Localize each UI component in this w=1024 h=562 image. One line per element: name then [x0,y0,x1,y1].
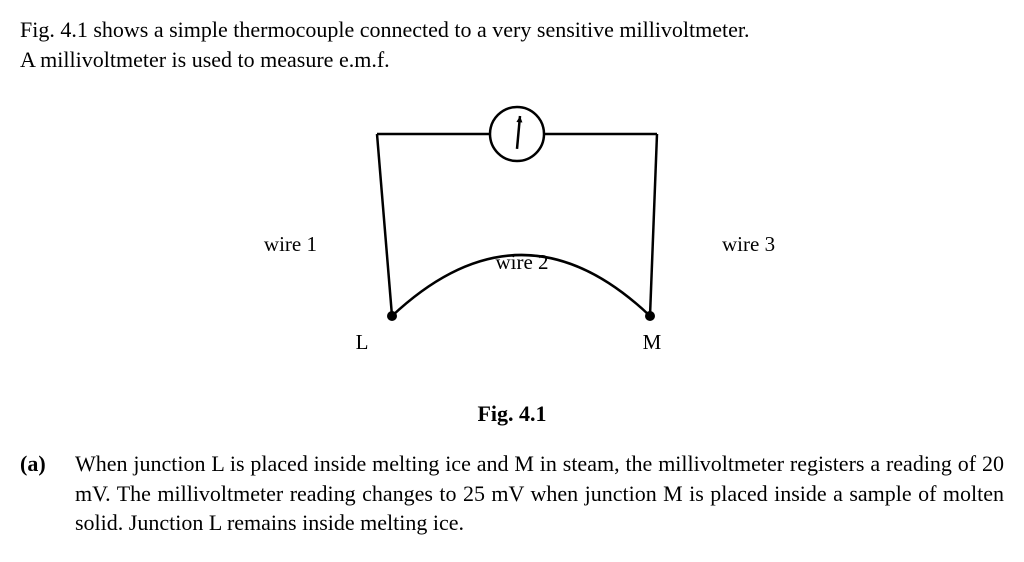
svg-text:wire 3: wire 3 [722,232,775,256]
intro-line-1: Fig. 4.1 shows a simple thermocouple con… [20,17,750,42]
svg-text:wire 2: wire 2 [495,250,548,274]
svg-text:M: M [643,330,662,354]
question-a: (a) When junction L is placed inside mel… [20,449,1004,538]
svg-text:L: L [356,330,369,354]
thermocouple-diagram: wire 1 wire 2 wire 3 L M [232,94,792,384]
svg-text:wire 1: wire 1 [264,232,317,256]
figure-caption: Fig. 4.1 [20,399,1004,429]
intro-text: Fig. 4.1 shows a simple thermocouple con… [20,15,1004,74]
intro-line-2: A millivoltmeter is used to measure e.m.… [20,47,390,72]
question-label: (a) [20,449,75,538]
question-text: When junction L is placed inside melting… [75,449,1004,538]
